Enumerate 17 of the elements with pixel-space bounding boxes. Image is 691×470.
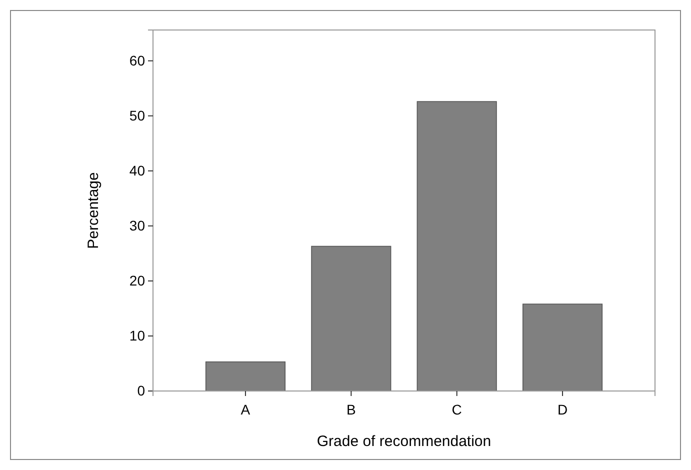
y-axis-title: Percentage <box>85 172 102 249</box>
y-tick-label: 0 <box>137 382 146 398</box>
y-tick-label: 10 <box>129 327 146 344</box>
bar <box>311 246 392 392</box>
x-tick-label: A <box>240 401 251 418</box>
x-axis-title: Grade of recommendation <box>316 433 492 450</box>
y-tick-label: 60 <box>129 52 146 68</box>
bar <box>416 101 497 392</box>
x-tick-label: C <box>452 401 462 418</box>
y-tick-label: 30 <box>129 217 146 234</box>
y-tick-label: 40 <box>129 162 146 178</box>
y-tick-label: 20 <box>129 272 146 288</box>
x-tick-label: B <box>346 401 356 418</box>
bar <box>205 361 286 392</box>
y-tick-label: 50 <box>129 107 146 124</box>
x-tick-label: D <box>557 401 568 418</box>
bar <box>522 304 603 392</box>
